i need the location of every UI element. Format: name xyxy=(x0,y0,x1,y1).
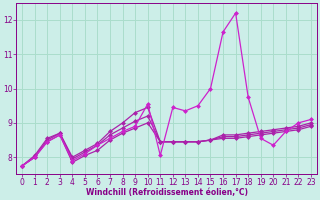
X-axis label: Windchill (Refroidissement éolien,°C): Windchill (Refroidissement éolien,°C) xyxy=(85,188,248,197)
